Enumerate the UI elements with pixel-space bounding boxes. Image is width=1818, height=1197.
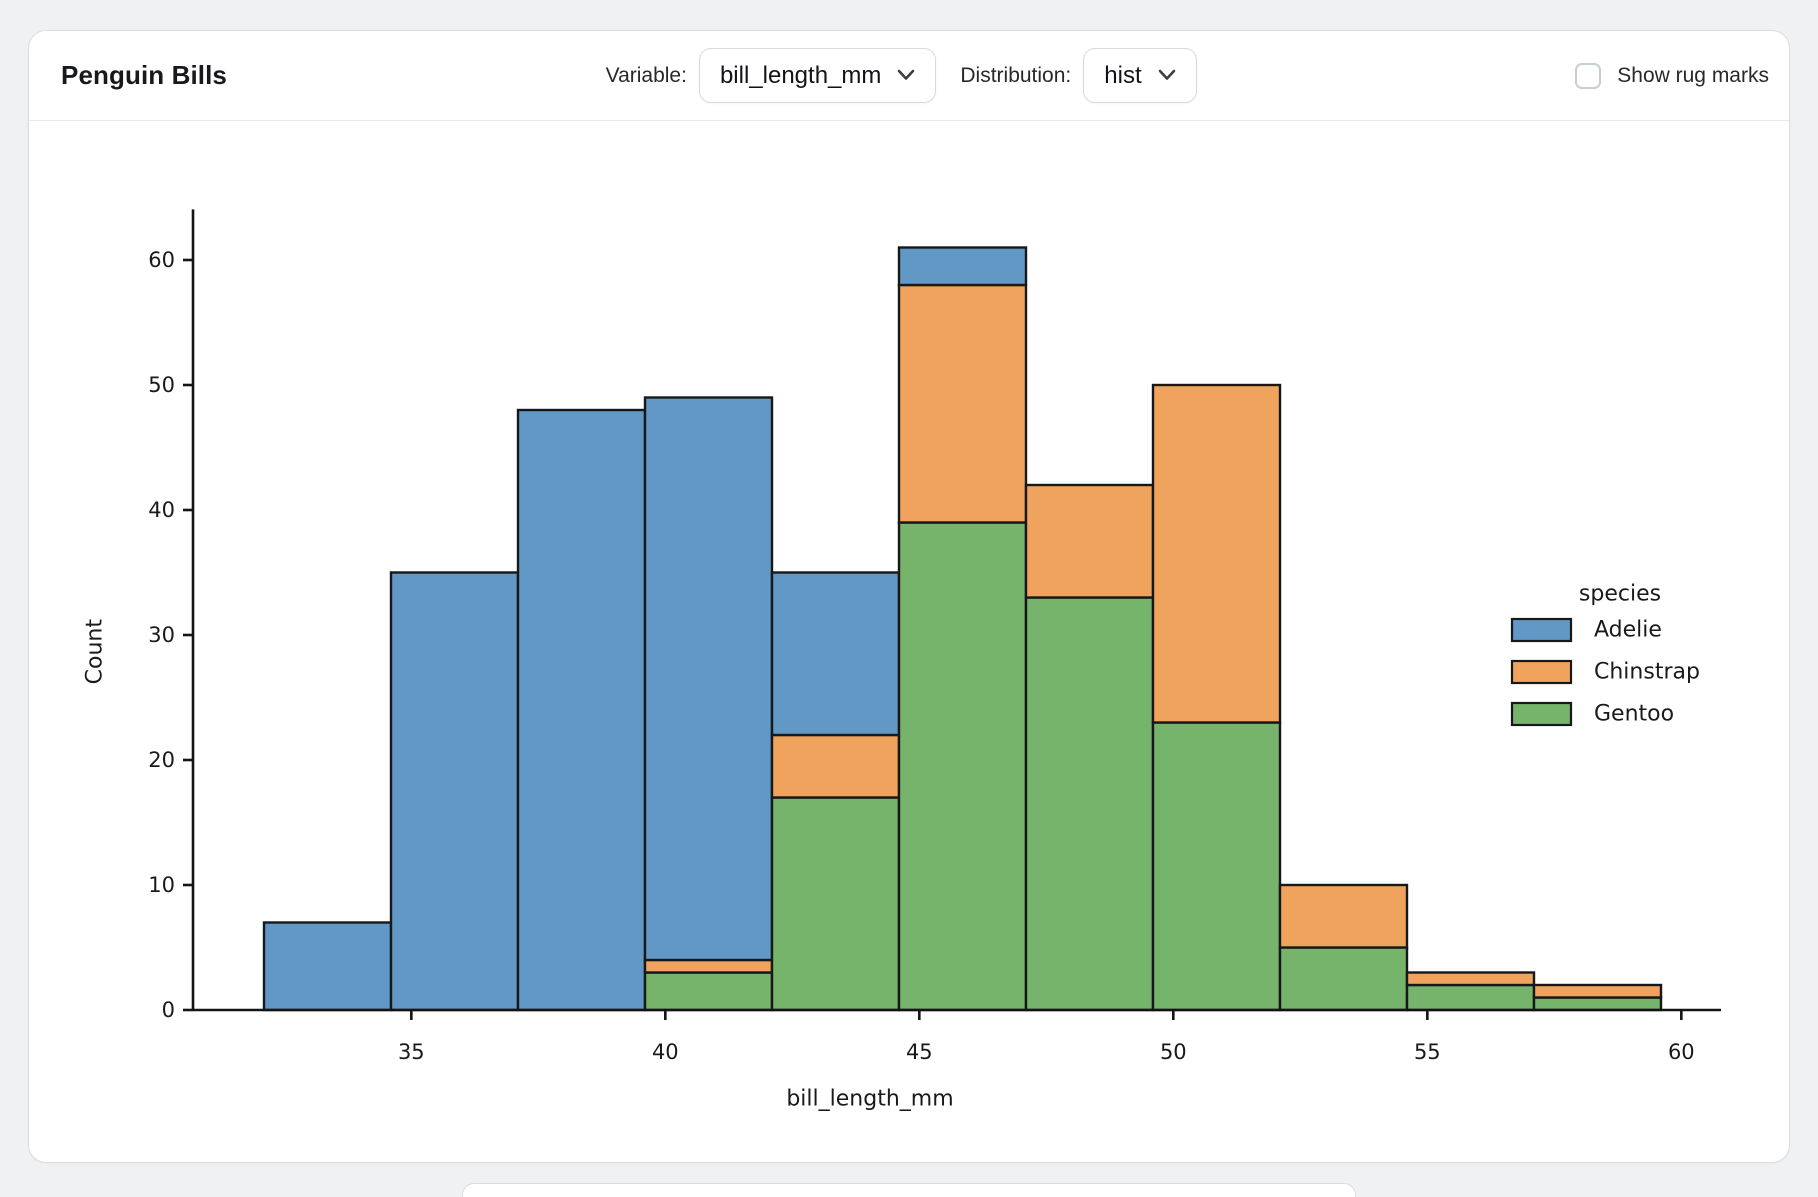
legend-swatch-gentoo [1510,701,1573,727]
y-tick-label: 50 [148,373,175,397]
y-tick-label: 60 [148,248,175,272]
bar-segment-gentoo-bin5 [770,796,901,1012]
bar-segment-gentoo-bin7 [1024,596,1155,1012]
bar-segment-gentoo-bin10 [1405,983,1536,1012]
x-tick-label: 60 [1668,1040,1695,1064]
variable-dropdown-value: bill_length_mm [719,61,882,89]
rug-checkbox-label: Show rug marks [1617,63,1769,87]
bar-segment-chinstrap-bin6 [897,283,1028,524]
legend-title: species [1579,582,1661,607]
distribution-label: Distribution: [960,63,1072,87]
bar-segment-adelie-bin3 [516,408,647,1012]
y-tick-label: 0 [162,998,175,1022]
bar-segment-chinstrap-bin10 [1405,971,1536,987]
bar-segment-adelie-bin2 [389,571,520,1012]
bar-segment-gentoo-bin4 [643,971,774,1012]
distribution-dropdown[interactable]: hist [1083,48,1197,103]
penguin-bills-card: Penguin Bills Variable: bill_length_mm D… [28,30,1790,1163]
bar-segment-chinstrap-bin4 [643,958,774,974]
histogram-svg: 0 10 20 30 40 50 60 35 40 45 50 55 60 bill_length_mm C… [83,209,1721,1112]
page-title: Penguin Bills [61,60,227,90]
bar-segment-chinstrap-bin5 [770,733,901,799]
legend-swatch-chinstrap [1510,659,1573,685]
rug-marks-group: Show rug marks [1575,62,1769,89]
legend-label-adelie: Adelie [1594,618,1662,643]
legend-swatch-adelie [1510,617,1573,643]
bar-segment-chinstrap-bin9 [1278,883,1409,949]
card-header: Penguin Bills Variable: bill_length_mm D… [29,31,1789,121]
y-tick-label: 40 [148,498,175,522]
y-tick-label: 30 [148,623,175,647]
bar-segment-chinstrap-bin11 [1532,983,1663,999]
bar-segment-gentoo-bin9 [1278,946,1409,1012]
variable-dropdown[interactable]: bill_length_mm [698,48,937,103]
next-card-peek [462,1183,1356,1197]
variable-label: Variable: [605,63,687,87]
bar-segment-chinstrap-bin8 [1151,383,1282,724]
bar-segment-adelie-bin4 [643,396,774,962]
x-axis-label: bill_length_mm [786,1087,953,1112]
distribution-dropdown-value: hist [1104,61,1142,89]
x-tick-label: 45 [906,1040,933,1064]
histogram-chart: 0 10 20 30 40 50 60 35 40 45 50 55 60 bill_length_mm C… [29,122,1789,1162]
bar-segment-chinstrap-bin7 [1024,483,1155,599]
y-tick-label: 20 [148,748,175,772]
bar-segment-gentoo-bin8 [1151,721,1282,1012]
x-tick-label: 35 [398,1040,425,1064]
chevron-down-icon [1158,68,1176,86]
x-tick-label: 40 [652,1040,679,1064]
x-tick-label: 55 [1414,1040,1441,1064]
bar-segment-adelie-bin5 [770,571,901,737]
y-tick-label: 10 [148,873,175,897]
chevron-down-icon [897,68,915,86]
legend-label-chinstrap: Chinstrap [1594,660,1700,685]
legend-label-gentoo: Gentoo [1594,702,1674,727]
bar-segment-adelie-bin1 [262,921,393,1012]
bar-segment-gentoo-bin6 [897,521,1028,1012]
x-tick-label: 50 [1160,1040,1187,1064]
rug-checkbox[interactable] [1575,62,1602,89]
y-axis-label: Count [83,619,108,685]
bar-segment-gentoo-bin11 [1532,996,1663,1012]
bar-segment-adelie-bin6 [897,246,1028,287]
